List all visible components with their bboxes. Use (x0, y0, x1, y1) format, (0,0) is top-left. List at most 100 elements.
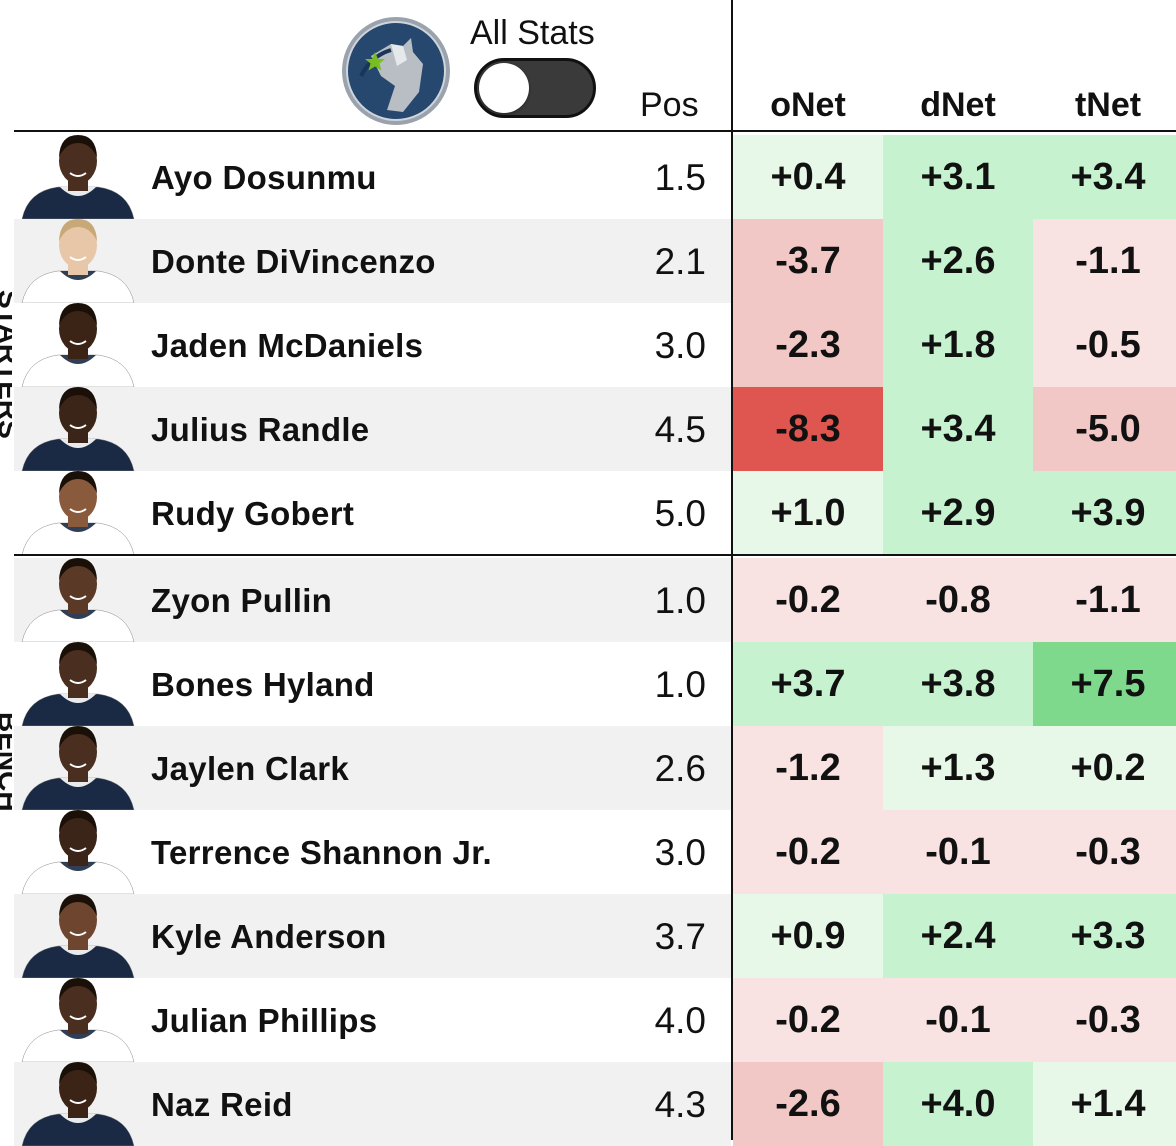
player-name: Jaden McDaniels (151, 327, 424, 364)
table-row[interactable]: Donte DiVincenzo 2.1 -3.7 +2.6 -1.1 (14, 219, 1176, 303)
cell-tnet: +0.2 (1033, 726, 1176, 810)
cell-onet: +1.0 (733, 471, 883, 555)
player-avatar-icon (21, 219, 135, 303)
cell-tnet: +3.9 (1033, 471, 1176, 555)
table-row[interactable]: Bones Hyland 1.0 +3.7 +3.8 +7.5 (14, 642, 1176, 726)
cell-onet: +0.4 (733, 135, 883, 219)
all-stats-label: All Stats (470, 14, 595, 52)
player-info: Bones Hyland 1.0 (14, 642, 731, 726)
cell-dnet: -0.8 (883, 558, 1033, 642)
toggle-knob[interactable] (479, 63, 529, 113)
cell-dnet: +1.8 (883, 303, 1033, 387)
player-name: Donte DiVincenzo (151, 243, 436, 280)
table-row[interactable]: Terrence Shannon Jr. 3.0 -0.2 -0.1 -0.3 (14, 810, 1176, 894)
player-avatar-icon (21, 1062, 135, 1146)
cell-dnet: +2.4 (883, 894, 1033, 978)
player-name: Julius Randle (151, 411, 370, 448)
player-info: Terrence Shannon Jr. 3.0 (14, 810, 731, 894)
cell-dnet: +3.4 (883, 387, 1033, 471)
cell-tnet: -0.3 (1033, 810, 1176, 894)
cell-onet: -8.3 (733, 387, 883, 471)
player-avatar-icon (21, 471, 135, 555)
player-position: 1.5 (654, 157, 706, 198)
player-info: Rudy Gobert 5.0 (14, 471, 731, 555)
player-name: Ayo Dosunmu (151, 159, 377, 196)
player-avatar-icon (21, 303, 135, 387)
cell-onet: -2.6 (733, 1062, 883, 1146)
col-header-dnet[interactable]: dNet (920, 86, 996, 124)
player-info: Zyon Pullin 1.0 (14, 558, 731, 642)
table-row[interactable]: Julian Phillips 4.0 -0.2 -0.1 -0.3 (14, 978, 1176, 1062)
group-label-starters: STARTERS (0, 290, 12, 439)
player-position: 3.0 (654, 325, 706, 366)
player-position: 3.0 (654, 832, 706, 873)
player-name: Jaylen Clark (151, 750, 350, 787)
player-avatar-icon (21, 387, 135, 471)
player-position: 4.5 (654, 409, 706, 450)
cell-tnet: -0.5 (1033, 303, 1176, 387)
cell-onet: -2.3 (733, 303, 883, 387)
cell-dnet: -0.1 (883, 810, 1033, 894)
player-avatar-icon (21, 978, 135, 1062)
player-avatar-icon (21, 894, 135, 978)
cell-tnet: -5.0 (1033, 387, 1176, 471)
table-row[interactable]: Julius Randle 4.5 -8.3 +3.4 -5.0 (14, 387, 1176, 471)
col-header-pos: Pos (640, 86, 699, 124)
player-position: 2.1 (654, 241, 706, 282)
player-name: Naz Reid (151, 1086, 293, 1123)
table-row[interactable]: Kyle Anderson 3.7 +0.9 +2.4 +3.3 (14, 894, 1176, 978)
cell-tnet: +3.3 (1033, 894, 1176, 978)
cell-dnet: +2.6 (883, 219, 1033, 303)
cell-dnet: -0.1 (883, 978, 1033, 1062)
player-name: Bones Hyland (151, 666, 375, 703)
table-row[interactable]: Jaylen Clark 2.6 -1.2 +1.3 +0.2 (14, 726, 1176, 810)
cell-tnet: -0.3 (1033, 978, 1176, 1062)
cell-onet: -0.2 (733, 810, 883, 894)
cell-dnet: +2.9 (883, 471, 1033, 555)
group-rule (14, 554, 1176, 556)
player-position: 4.3 (654, 1084, 706, 1125)
player-avatar-icon (21, 642, 135, 726)
table-row[interactable]: Jaden McDaniels 3.0 -2.3 +1.8 -0.5 (14, 303, 1176, 387)
col-header-onet[interactable]: oNet (770, 86, 846, 124)
cell-tnet: -1.1 (1033, 558, 1176, 642)
cell-onet: -0.2 (733, 558, 883, 642)
player-info: Naz Reid 4.3 (14, 1062, 731, 1146)
column-divider (731, 0, 733, 1140)
player-info: Donte DiVincenzo 2.1 (14, 219, 731, 303)
table-row[interactable]: Naz Reid 4.3 -2.6 +4.0 +1.4 (14, 1062, 1176, 1146)
player-info: Ayo Dosunmu 1.5 (14, 135, 731, 219)
table-row[interactable]: Rudy Gobert 5.0 +1.0 +2.9 +3.9 (14, 471, 1176, 555)
col-header-tnet[interactable]: tNet (1074, 86, 1142, 124)
player-position: 2.6 (654, 748, 706, 789)
cell-tnet: -1.1 (1033, 219, 1176, 303)
cell-tnet: +3.4 (1033, 135, 1176, 219)
cell-dnet: +3.1 (883, 135, 1033, 219)
player-name: Kyle Anderson (151, 918, 387, 955)
cell-onet: -1.2 (733, 726, 883, 810)
player-avatar-icon (21, 810, 135, 894)
table-row[interactable]: Zyon Pullin 1.0 -0.2 -0.8 -1.1 (14, 558, 1176, 642)
player-info: Julius Randle 4.5 (14, 387, 731, 471)
timberwolves-logo-icon (342, 17, 450, 125)
table-row[interactable]: Ayo Dosunmu 1.5 +0.4 +3.1 +3.4 (14, 135, 1176, 219)
player-info: Jaylen Clark 2.6 (14, 726, 731, 810)
cell-onet: +0.9 (733, 894, 883, 978)
player-position: 1.0 (654, 664, 706, 705)
header-rule (14, 130, 1176, 132)
player-info: Jaden McDaniels 3.0 (14, 303, 731, 387)
cell-onet: +3.7 (733, 642, 883, 726)
player-info: Julian Phillips 4.0 (14, 978, 731, 1062)
player-avatar-icon (21, 135, 135, 219)
player-name: Rudy Gobert (151, 495, 355, 532)
player-info: Kyle Anderson 3.7 (14, 894, 731, 978)
player-position: 1.0 (654, 580, 706, 621)
cell-onet: -0.2 (733, 978, 883, 1062)
player-avatar-icon (21, 558, 135, 642)
player-position: 5.0 (654, 493, 706, 534)
cell-onet: -3.7 (733, 219, 883, 303)
all-stats-toggle[interactable] (474, 58, 596, 118)
player-name: Julian Phillips (151, 1002, 378, 1039)
cell-tnet: +1.4 (1033, 1062, 1176, 1146)
